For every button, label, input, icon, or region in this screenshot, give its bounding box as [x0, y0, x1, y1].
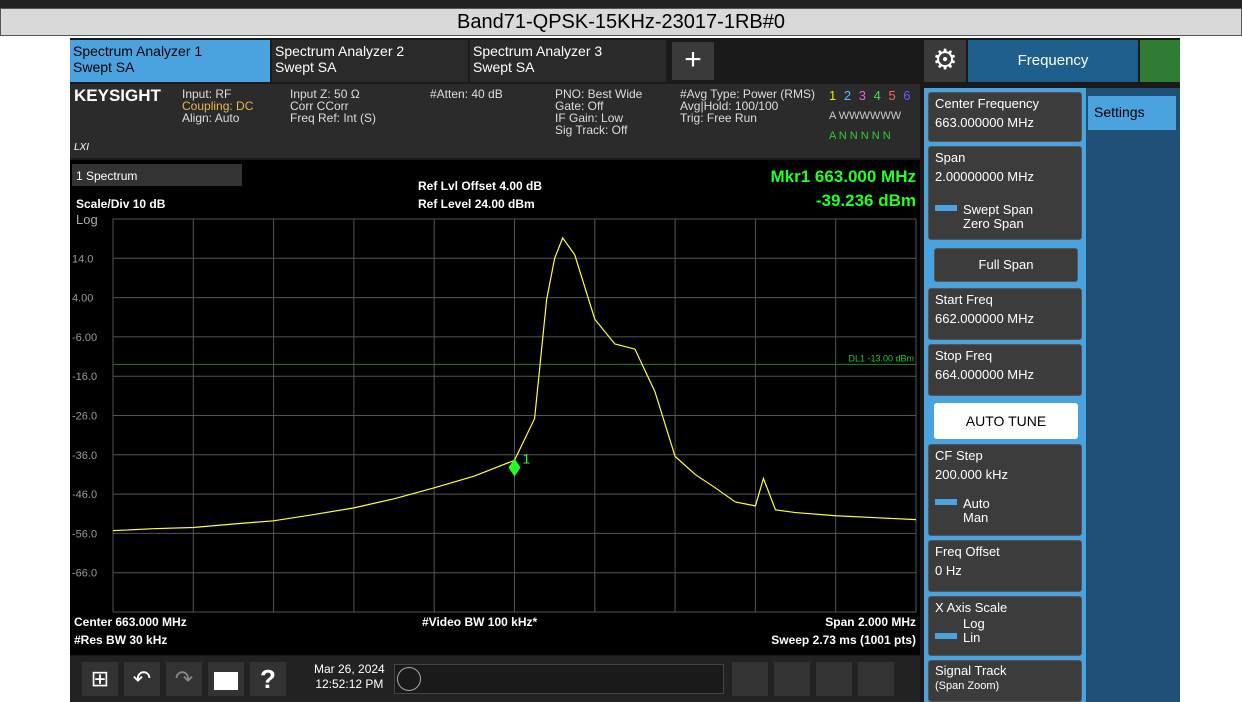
view-select[interactable]	[72, 164, 242, 186]
info: #Atten: 40 dB	[430, 87, 503, 101]
tab[interactable]: Spectrum Analyzer 3 Swept SA	[470, 40, 666, 82]
x-scale[interactable]: X Axis Scale Log Lin	[928, 596, 1082, 656]
logo: KEYSIGHT	[74, 86, 161, 105]
menu[interactable]: Frequency	[968, 40, 1138, 82]
file-btn[interactable]	[208, 662, 244, 696]
y-tick-label: -56.0	[72, 528, 97, 540]
mkr-amp: -39.236 dBm	[816, 191, 916, 210]
settings-gear[interactable]: ⚙	[924, 40, 966, 82]
lxi: LXI	[74, 142, 90, 153]
trace-nums: 1 2 3 4 5 6	[829, 88, 913, 103]
marker-label: 1	[523, 451, 531, 467]
tab[interactable]: Spectrum Analyzer 2 Swept SA	[272, 40, 468, 82]
rbw: #Res BW 30 kHz	[74, 633, 167, 647]
tool-btn[interactable]	[732, 662, 768, 696]
info: #Avg Type: Power (RMS) Avg|Hold: 100/100 T…	[680, 87, 815, 125]
top-strip	[0, 0, 1242, 8]
span: Span 2.000 MHz	[825, 615, 916, 629]
log: Log	[76, 212, 98, 227]
title: Band71-QPSK-15KHz-23017-1RB#0	[0, 8, 1242, 36]
y-tick-label: 4.00	[72, 293, 93, 305]
ref: Ref Level 24.00 dBm	[418, 197, 535, 211]
tool-btn[interactable]	[774, 662, 810, 696]
view: 1 Spectrum	[76, 169, 137, 183]
trace-types: A WWWWWW	[829, 110, 902, 122]
info: Input Z: 50 Ω Corr CCorr Freq Ref: Int (S)	[290, 87, 377, 125]
info-bar	[70, 84, 920, 158]
plot: 1 Spectrum Scale/Div 10 dB Log Ref Lvl O…	[72, 164, 917, 647]
sweep: Sweep 2.73 ms (1001 pts)	[771, 633, 916, 647]
trace	[112, 236, 917, 532]
tab[interactable]: Spectrum Analyzer 1 Swept SA	[70, 40, 270, 82]
scale: Scale/Div 10 dB	[76, 197, 166, 211]
help-btn[interactable]: ?	[250, 662, 286, 696]
signal-track[interactable]: Signal Track (Span Zoom)	[928, 660, 1082, 702]
y-tick-label: -6.00	[72, 332, 97, 344]
full-span[interactable]: Full Span	[934, 248, 1078, 282]
freq-offset[interactable]: Freq Offset 0 Hz	[928, 540, 1082, 592]
cf-step[interactable]: CF Step 200.000 kHz Auto Man	[928, 444, 1082, 536]
y-tick-label: -46.0	[72, 489, 97, 501]
info: Input: RF Coupling: DC Align: Auto	[182, 87, 254, 125]
add-tab[interactable]: +	[672, 42, 714, 80]
auto-tune[interactable]: AUTO TUNE	[934, 403, 1078, 439]
y-tick-label: 14.0	[72, 253, 93, 265]
tool-btn[interactable]	[858, 662, 894, 696]
redo-btn[interactable]: ↷	[166, 662, 202, 696]
panel-side	[1086, 88, 1180, 702]
start-freq[interactable]: Start Freq 662.000000 MHz	[928, 288, 1082, 340]
stop-freq[interactable]: Stop Freq 664.000000 MHz	[928, 344, 1082, 396]
status-icon	[1140, 40, 1180, 82]
offset: Ref Lvl Offset 4.00 dB	[418, 179, 542, 193]
display-line-label: DL1 -13.00 dBm	[848, 353, 914, 363]
mkr-freq: Mkr1 663.000 MHz	[770, 167, 916, 186]
y-tick-label: -16.0	[72, 371, 97, 383]
marker	[508, 458, 521, 477]
info: PNO: Best Wide Gate: Off IF Gain: Low Sig T…	[555, 87, 643, 137]
undo-btn[interactable]: ↶	[124, 662, 160, 696]
center: Center 663.000 MHz	[74, 615, 187, 629]
vbw: #Video BW 100 kHz*	[422, 615, 537, 629]
trace-dets: A N N N N N	[829, 130, 891, 142]
windows-btn[interactable]: ⊞	[82, 662, 118, 696]
y-tick-label: -36.0	[72, 450, 97, 462]
y-tick-label: -66.0	[72, 568, 97, 580]
datetime: Mar 26, 2024 12:52:12 PM	[314, 662, 385, 691]
settings-tab[interactable]: Settings	[1088, 96, 1176, 130]
message-bar	[394, 664, 724, 694]
center-freq[interactable]: Center Frequency 663.000000 MHz	[928, 92, 1082, 142]
tool-btn[interactable]	[816, 662, 852, 696]
y-tick-label: -26.0	[72, 411, 97, 423]
span[interactable]: Span 2.00000000 MHz Swept Span Zero Span	[928, 146, 1082, 240]
